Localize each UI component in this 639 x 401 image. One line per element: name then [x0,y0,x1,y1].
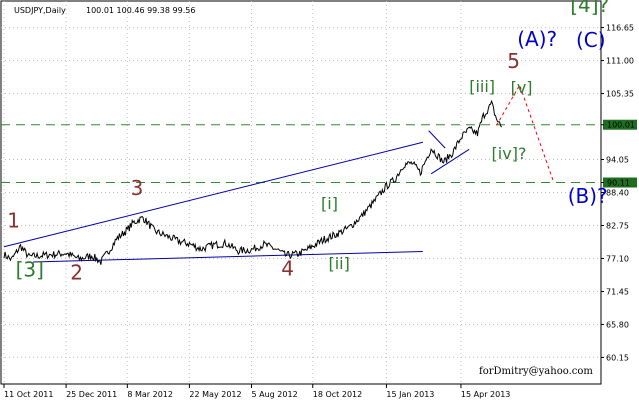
wave-label: (A)? [517,27,557,51]
wave-label: [4]? [570,0,609,17]
grid [1,1,601,384]
wave-label: 1 [7,209,20,233]
horizontal-levels: 100.01 90.11 [1,119,637,188]
watermark: forDmitry@yahoo.com [479,366,593,377]
level-label: 100.01 [607,121,635,130]
y-axis: 116.65 111.00 105.35 94.05 88.40 82.75 77.10 71… [601,24,634,362]
y-tick-label: 82.75 [606,221,629,230]
wave-label: (C) [576,28,606,52]
wave-label: [iii] [469,77,495,96]
x-tick-label: 11 Oct 2011 [4,390,53,399]
trend-line [3,141,423,248]
x-axis: 11 Oct 2011 25 Dec 2011 8 Mar 2012 22 May 2… [3,384,510,399]
wave-label: [3] [16,258,44,282]
wave-label: [ii] [328,254,349,273]
price-line [3,99,502,265]
y-tick-label: 88.40 [606,189,629,198]
symbol-label: USDJPY,Daily [14,6,66,15]
y-tick-label: 105.35 [606,90,634,99]
y-tick-label: 65.80 [606,320,629,329]
x-tick-label: 8 Mar 2012 [127,390,173,399]
y-tick-label: 71.45 [606,287,629,296]
x-tick-label: 15 Jan 2013 [386,390,434,399]
trend-line [428,130,446,149]
x-tick-label: 22 May 2012 [189,390,241,399]
y-tick-label: 116.65 [606,24,634,33]
trend-line [430,148,470,175]
wave-label: [i] [321,194,338,213]
level-label: 90.11 [607,179,630,188]
wave-label: (B)? [568,184,608,208]
x-tick-label: 15 Apr 2013 [461,390,510,399]
trend-lines [3,130,470,263]
wave-label: [iv]? [492,144,527,163]
ohlc-label: 100.01 100.46 99.38 99.56 [86,6,195,15]
wave-labels: 1 [3] 2 3 4 [i] [ii] [iii] [iv]? [v] 5(A)? (B)? [4]?… [7,0,609,284]
level-label-box [603,177,637,188]
forecast-line [496,83,555,183]
x-tick-label: 18 Oct 2012 [313,390,362,399]
y-tick-label: 111.00 [606,57,634,66]
y-tick-label: 77.10 [606,254,629,263]
wave-label: 5 [507,49,520,73]
x-tick-label: 25 Dec 2011 [66,390,117,399]
y-tick-label: 60.15 [606,353,629,362]
wave-label: 4 [281,256,294,280]
trend-line [32,250,423,263]
wave-label: 2 [70,260,83,284]
forecast-path [496,83,555,183]
y-tick-label: 94.05 [606,156,629,165]
level-label-box [603,119,637,130]
wave-label: [v] [511,78,533,97]
price-series [3,99,502,265]
x-tick-label: 5 Aug 2012 [252,390,298,399]
wave-label: 3 [131,176,144,200]
